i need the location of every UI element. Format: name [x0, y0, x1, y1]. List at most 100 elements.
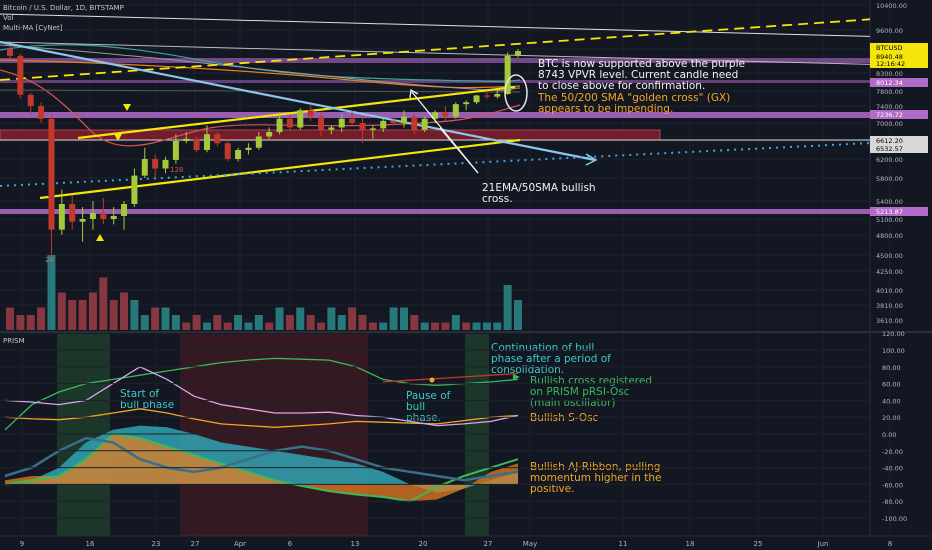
pause-bull-3: phase.: [406, 412, 441, 424]
volume-bar: [482, 322, 491, 330]
candle-body: [297, 110, 304, 128]
candle-body: [141, 159, 148, 176]
candle-body: [131, 175, 138, 204]
volume-bar: [275, 307, 284, 330]
volume-bar: [120, 292, 129, 330]
candle-body: [235, 150, 242, 159]
volume-bar: [37, 307, 46, 330]
volume-bar: [399, 307, 408, 330]
osc-tick: -80.00: [882, 498, 903, 506]
candle-body: [369, 128, 376, 130]
price-tick: 7400.00: [876, 103, 903, 111]
annotation-vpvr: BTC is now supported above the purple 87…: [538, 58, 745, 92]
annotation-arrowhead-1: [409, 88, 419, 99]
osc-axis[interactable]: 120.00 100.00 80.00 60.00 40.00 20.00 0.00 -20.…: [0, 330, 907, 523]
volume-bar: [192, 315, 201, 330]
price-tag-bg: [870, 52, 928, 61]
continuation-2: phase after a period of: [491, 353, 611, 365]
time-label: 8: [888, 540, 892, 548]
time-label: 23: [152, 540, 161, 548]
candle-body: [27, 94, 34, 106]
price-tag-bg: [870, 78, 928, 87]
candle-body: [79, 219, 86, 222]
volume-bar: [358, 315, 367, 330]
candle-body: [69, 204, 76, 222]
bullish-cross-3: (main oscillator): [530, 397, 615, 409]
candle-body: [38, 106, 45, 119]
price-tag: BTCUSD: [876, 44, 902, 52]
volume-bar: [420, 322, 429, 330]
osc-tick: -60.00: [882, 481, 903, 489]
level-band-8743: [0, 58, 870, 63]
candle-body: [452, 104, 459, 117]
candle-body: [48, 118, 55, 230]
annotation-ema: 21EMA/50SMA bullish cross.: [482, 182, 596, 205]
price-tag: 5213.87: [876, 208, 903, 216]
ajribbon-3: positive.: [530, 483, 575, 495]
volume-bar: [337, 315, 346, 330]
annotation-gx: The 50/200 SMA "golden cross" (GX) appea…: [537, 92, 730, 115]
vpvr-line-1: BTC is now supported above the purple: [538, 58, 745, 70]
price-tag: 7236.72: [876, 111, 903, 119]
candle-body: [318, 116, 325, 130]
chart-title: Bitcoin / U.S. Dollar, 1D, BITSTAMP: [3, 4, 124, 12]
volume-bar: [493, 322, 502, 330]
volume-bar: [234, 315, 243, 330]
ajribbon-1: Bullish AJ-Ribbon, pulling: [530, 461, 660, 473]
price-tag: 8940.48: [876, 53, 903, 61]
ma-orange: [0, 59, 521, 89]
vol-label: Vol: [3, 14, 14, 22]
volume-bar: [161, 307, 170, 330]
volume-bar: [296, 307, 305, 330]
volume-bar: [389, 307, 398, 330]
time-label: May: [523, 540, 537, 548]
candle-body: [162, 159, 169, 169]
volume-bar: [285, 315, 294, 330]
price-tag-bg: [870, 59, 928, 68]
candle-body: [183, 138, 190, 141]
marker-triangle-down: [123, 104, 131, 111]
start-bull-1: Start of: [120, 388, 159, 400]
candle-body: [442, 112, 449, 117]
osc-band-bull-phase: [180, 334, 368, 536]
price-tick: 4500.00: [876, 252, 903, 260]
osc-band-continuation: [465, 334, 489, 536]
time-label: 13: [351, 540, 360, 548]
candle-body: [494, 94, 501, 97]
volume-bar: [78, 300, 87, 330]
ema-line-1: 21EMA/50SMA bullish: [482, 182, 596, 194]
time-label: 27: [484, 540, 493, 548]
osc-tick: 120.00: [882, 330, 905, 338]
volume-bar: [254, 315, 263, 330]
price-tick: 4250.00: [876, 268, 903, 276]
dashed-yellow-trendline: [0, 18, 870, 81]
volume-bar: [431, 322, 440, 330]
volume-bar: [213, 315, 222, 330]
osc-band-bull-start: [57, 334, 110, 536]
volume-bar: [410, 315, 419, 330]
volume-bar: [472, 322, 481, 330]
time-axis[interactable]: 9 16 23 27 Apr 6 13 20 27 May 11 18 25 Jun 8: [20, 540, 892, 548]
candle-body: [100, 213, 107, 219]
time-label: Jun: [817, 540, 829, 548]
candle-body: [214, 134, 221, 144]
candle-body: [7, 49, 13, 56]
price-tag: 8012.34: [876, 79, 903, 87]
osc-tick: 80.00: [882, 364, 901, 372]
descending-arrowhead: [585, 153, 598, 166]
candle-body: [152, 159, 159, 169]
candle-body: [463, 102, 470, 105]
ma-teal: [0, 44, 521, 83]
osc-tick: -40.00: [882, 465, 903, 473]
price-tag-bg: [870, 144, 928, 153]
volume-bar: [503, 285, 512, 330]
time-label: 20: [419, 540, 428, 548]
volume-bar: [317, 322, 326, 330]
marker-triangle-up: [96, 234, 104, 241]
volume-bar: [16, 315, 25, 330]
level-band-5213: [0, 209, 870, 214]
candle-body: [349, 118, 356, 123]
volume-bar: [151, 307, 160, 330]
